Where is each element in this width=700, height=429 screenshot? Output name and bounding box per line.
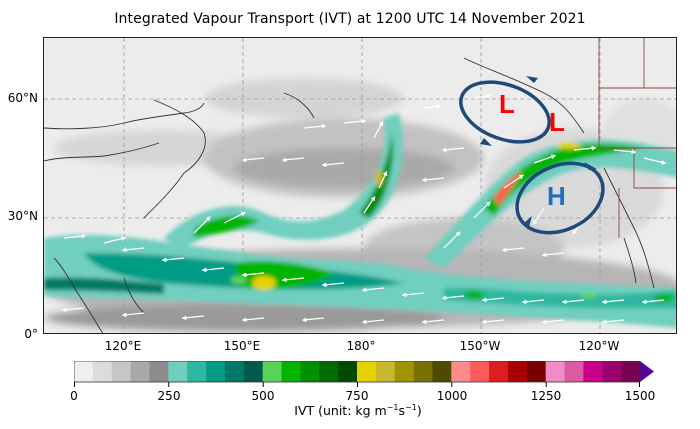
colorbar-tick-250: 250: [157, 389, 181, 403]
colorbar-cell: [168, 361, 188, 382]
colorbar-cell: [470, 361, 490, 382]
political-borders: [598, 38, 676, 238]
high-pressure-label: H: [547, 181, 566, 211]
colorbar-cell: [243, 361, 263, 382]
colorbar-cell: [149, 361, 169, 382]
lon-label-150w: 150°W: [459, 339, 501, 353]
chart-title: Integrated Vapour Transport (IVT) at 120…: [114, 11, 586, 27]
colorbar-ticks: [74, 382, 640, 387]
colorbar-tick-1250: 1250: [530, 389, 562, 403]
colorbar-cell: [300, 361, 320, 382]
colorbar-cell: [206, 361, 226, 382]
ivt-vectors: [61, 93, 667, 325]
colorbar-cell: [507, 361, 528, 382]
colorbar-cell: [187, 361, 207, 382]
colorbar-cell: [621, 361, 641, 382]
colorbar-cell: [602, 361, 622, 382]
colorbar-label: IVT (unit: kg m−1s−1): [294, 403, 422, 419]
lon-label-120e: 120°E: [104, 339, 142, 353]
ivt-map-canvas: L L H: [44, 38, 676, 333]
colorbar-cell: [92, 361, 113, 382]
colorbar-cell: [111, 361, 131, 382]
colorbar-cell: [375, 361, 396, 382]
lon-label-120w: 120°W: [578, 339, 620, 353]
colorbar: [74, 361, 654, 387]
cyclone-annotation: L L: [459, 76, 565, 146]
colorbar-cell: [262, 361, 282, 382]
colorbar-tick-1500: 1500: [624, 389, 656, 403]
colorbar-cell: [74, 361, 94, 382]
colorbar-cell: [413, 361, 433, 382]
low-pressure-label-1: L: [499, 89, 515, 119]
anticyclone-annotation: H: [515, 161, 605, 235]
colorbar-cell: [545, 361, 565, 382]
colorbar-cell: [526, 361, 546, 382]
colorbar-cell: [224, 361, 245, 382]
coastlines: [44, 57, 655, 333]
low-pressure-label-2: L: [549, 107, 565, 137]
ivt-map: L L H: [43, 37, 677, 334]
colorbar-cell: [319, 361, 339, 382]
colorbar-extend-arrow: [640, 361, 654, 382]
colorbar-cell: [432, 361, 452, 382]
colorbar-cell: [394, 361, 414, 382]
colorbar-cell: [130, 361, 150, 382]
colorbar-tick-0: 0: [70, 389, 78, 403]
lat-label-0: 0°: [24, 327, 38, 341]
colorbar-cell: [489, 361, 509, 382]
colorbar-cell: [564, 361, 584, 382]
lat-label-60n: 60°N: [7, 91, 38, 105]
colorbar-tick-750: 750: [345, 389, 369, 403]
colorbar-tick-500: 500: [251, 389, 275, 403]
colorbar-cell: [583, 361, 603, 382]
colorbar-tick-1000: 1000: [436, 389, 468, 403]
lat-label-30n: 30°N: [7, 209, 38, 223]
colorbar-cell: [281, 361, 301, 382]
colorbar-cell: [451, 361, 471, 382]
lon-label-180: 180°: [346, 339, 376, 353]
colorbar-cell: [357, 361, 377, 382]
colorbar-cell: [338, 361, 358, 382]
lon-label-150e: 150°E: [223, 339, 261, 353]
